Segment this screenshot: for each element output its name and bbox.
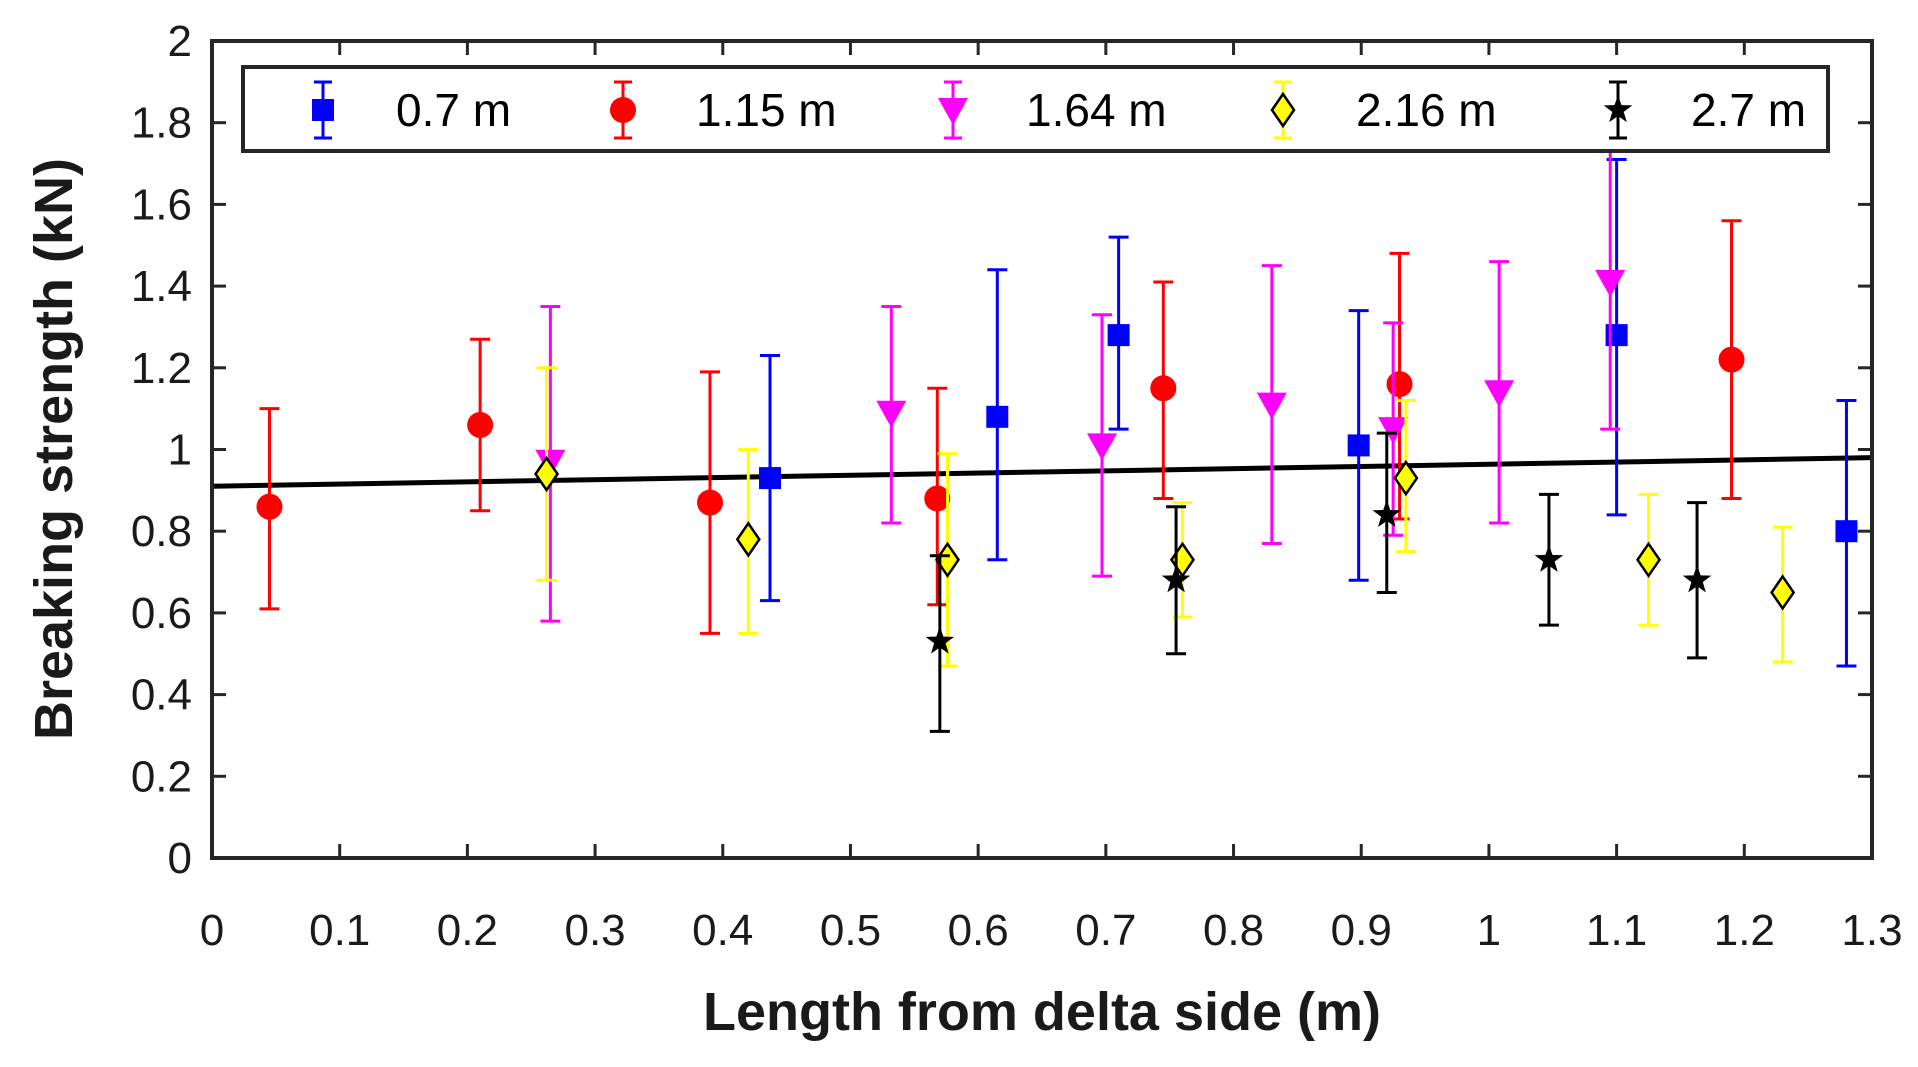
chart-marks	[211, 149, 1873, 733]
y-tick-label-1: 0.2	[131, 752, 192, 801]
x-tick-label-0: 0	[200, 906, 224, 955]
data-point-1-3	[924, 485, 951, 512]
legend-label-4: 2.7 m	[1691, 84, 1806, 136]
data-point-3-5	[1636, 541, 1662, 579]
legend-label-1: 1.15 m	[696, 84, 837, 136]
x-axis-title: Length from delta side (m)	[703, 982, 1381, 1042]
legend-marker-0	[312, 99, 334, 121]
legend-label-2: 1.64 m	[1026, 84, 1167, 136]
x-tick-label-12: 1.2	[1714, 906, 1775, 955]
y-tick-label-4: 0.8	[131, 507, 192, 556]
data-point-0-0	[759, 467, 782, 490]
data-point-2-3	[1256, 392, 1287, 420]
data-point-1-1	[467, 411, 494, 438]
y-tick-label-2: 0.4	[131, 671, 192, 720]
data-point-1-0	[256, 493, 283, 520]
x-tick-label-3: 0.3	[564, 906, 625, 955]
axis-ticks: 0 0.1 0.2 0.3 0.4 0.5 0.6 0.7 0.8 0.9 1 1.1 1.2 1.3 0 0…	[131, 17, 1903, 955]
legend-entry-2: 1.64 m	[938, 80, 1167, 140]
x-tick-label-6: 0.6	[948, 906, 1009, 955]
legend-marker-1	[610, 97, 636, 123]
legend-label-3: 2.16 m	[1356, 84, 1497, 136]
legend-marker-3	[1270, 91, 1296, 129]
y-axis-title: Breaking strength (kN)	[24, 158, 84, 740]
data-point-0-5	[1835, 520, 1858, 543]
data-point-2-1	[876, 400, 907, 428]
legend: 0.7 m 1.15 m 1.64 m 2.16 m 2.7 m	[241, 65, 1830, 153]
y-tick-label-6: 1.2	[131, 344, 192, 393]
plot-area-frame	[210, 39, 1874, 860]
x-tick-label-1: 0.1	[309, 906, 370, 955]
y-tick-label-8: 1.6	[131, 180, 192, 229]
x-tick-label-7: 0.7	[1075, 906, 1136, 955]
series-1	[256, 219, 1745, 635]
data-point-4-2	[1372, 499, 1401, 527]
x-tick-label-10: 1	[1477, 906, 1501, 955]
data-point-1-5	[1386, 371, 1413, 398]
y-tick-label-10: 2	[168, 17, 192, 66]
legend-marker-2	[938, 98, 968, 125]
data-point-1-6	[1718, 346, 1745, 373]
data-point-2-2	[1087, 433, 1118, 461]
y-tick-label-5: 1	[168, 426, 192, 475]
data-point-1-2	[697, 489, 723, 516]
x-tick-label-11: 1.1	[1586, 906, 1647, 955]
y-tick-label-9: 1.8	[131, 99, 192, 148]
data-point-0-1	[986, 405, 1009, 428]
data-point-1-4	[1150, 375, 1177, 402]
data-point-4-0	[925, 626, 955, 654]
legend-entry-1: 1.15 m	[610, 80, 837, 140]
data-point-3-6	[1770, 574, 1796, 611]
trend-line	[211, 455, 1873, 489]
series-4	[925, 431, 1712, 733]
x-tick-label-13: 1.3	[1841, 906, 1902, 955]
y-tick-label-0: 0	[168, 834, 192, 883]
data-point-0-2	[1107, 324, 1130, 347]
legend-marker-4	[1603, 95, 1633, 123]
data-point-4-1	[1161, 565, 1191, 593]
data-point-4-4	[1682, 565, 1712, 593]
x-tick-label-2: 0.2	[437, 906, 498, 955]
legend-entry-4: 2.7 m	[1603, 80, 1806, 140]
data-point-2-5	[1484, 380, 1515, 408]
y-tick-label-3: 0.6	[131, 589, 192, 638]
legend-box	[241, 65, 1830, 153]
data-point-4-3	[1534, 544, 1564, 572]
data-point-2-6	[1595, 270, 1626, 298]
data-point-3-1	[735, 521, 761, 558]
x-tick-label-9: 0.9	[1331, 906, 1392, 955]
series-0	[759, 157, 1858, 668]
legend-entry-3: 2.16 m	[1270, 80, 1497, 140]
series-2	[535, 149, 1626, 623]
data-point-2-4	[1378, 417, 1409, 445]
legend-entry-0: 0.7 m	[312, 80, 511, 140]
x-tick-label-5: 0.5	[820, 906, 881, 955]
data-point-0-3	[1347, 434, 1370, 457]
legend-label-0: 0.7 m	[396, 84, 511, 136]
x-tick-label-8: 0.8	[1203, 906, 1264, 955]
data-point-3-0	[534, 455, 560, 493]
y-tick-label-7: 1.4	[131, 262, 192, 311]
x-tick-label-4: 0.4	[692, 906, 753, 955]
data-point-3-4	[1393, 459, 1419, 497]
